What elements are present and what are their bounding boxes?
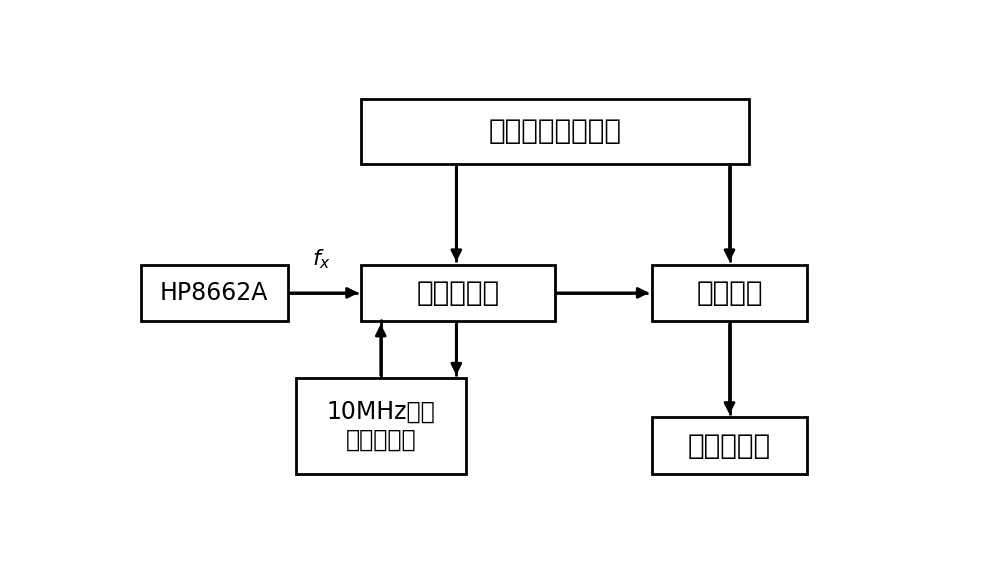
Text: 参数自动控制电路: 参数自动控制电路 <box>489 117 622 145</box>
FancyBboxPatch shape <box>361 264 555 321</box>
Text: 相噪提取: 相噪提取 <box>696 279 763 307</box>
Text: $f_x$: $f_x$ <box>312 247 331 271</box>
FancyBboxPatch shape <box>140 264 288 321</box>
FancyBboxPatch shape <box>361 99 749 164</box>
Text: 数字示波器: 数字示波器 <box>688 431 771 460</box>
FancyBboxPatch shape <box>652 417 807 474</box>
Text: 10MHz压控
晶体振荡器: 10MHz压控 晶体振荡器 <box>326 400 435 452</box>
Text: 异频锁相环: 异频锁相环 <box>417 279 500 307</box>
FancyBboxPatch shape <box>652 264 807 321</box>
FancyBboxPatch shape <box>296 378 466 474</box>
Text: HP8662A: HP8662A <box>160 281 268 305</box>
